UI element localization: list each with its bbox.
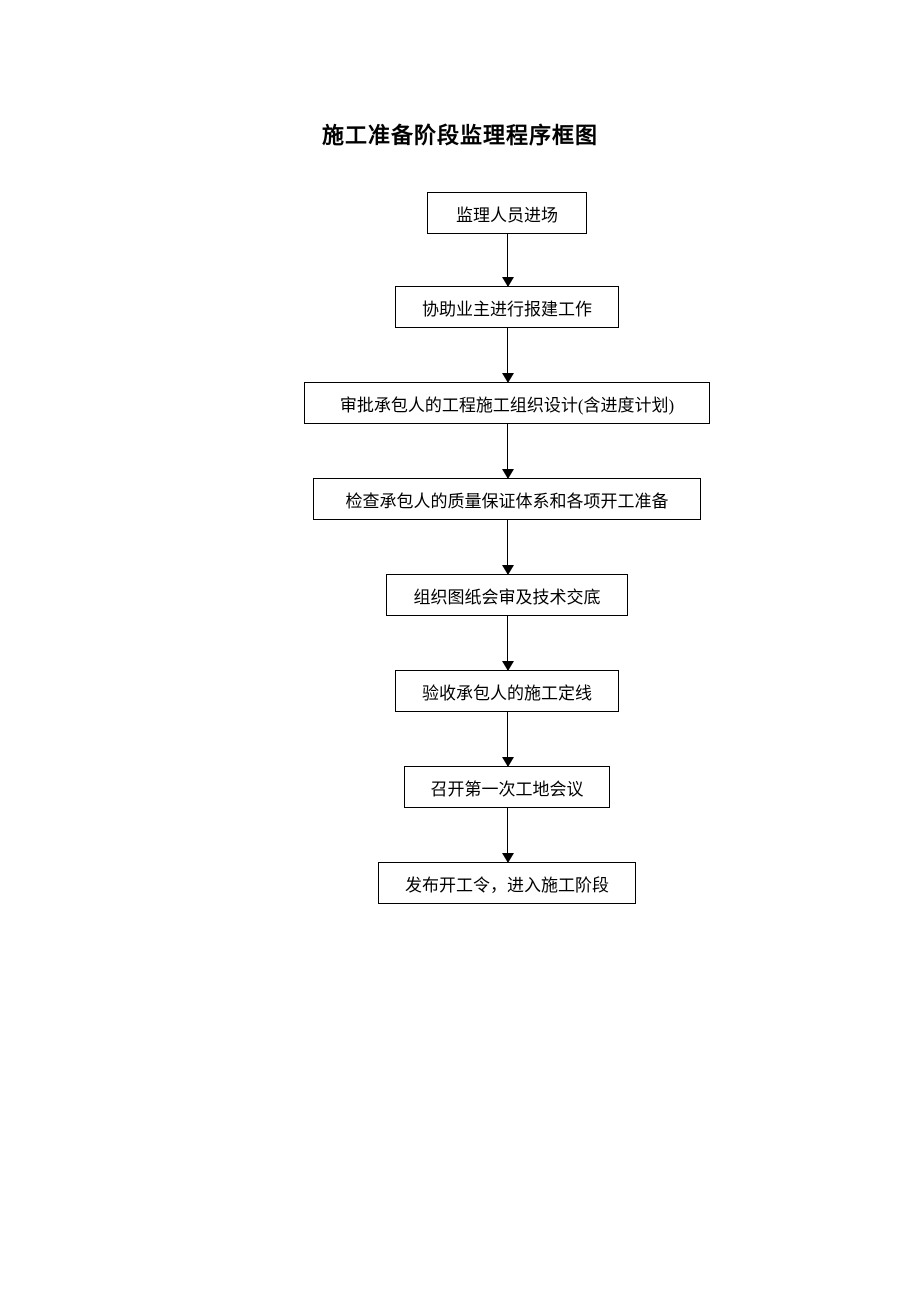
flowchart-node: 组织图纸会审及技术交底 <box>386 574 628 616</box>
flowchart-node: 验收承包人的施工定线 <box>395 670 619 712</box>
flowchart-node: 召开第一次工地会议 <box>404 766 610 808</box>
flowchart-arrow <box>507 424 508 478</box>
flowchart-node: 检查承包人的质量保证体系和各项开工准备 <box>313 478 701 520</box>
flowchart-node: 监理人员进场 <box>427 192 587 234</box>
flowchart-arrow <box>507 234 508 286</box>
flowchart-arrow <box>507 808 508 862</box>
page-title: 施工准备阶段监理程序框图 <box>0 118 920 150</box>
flowchart-arrow <box>507 328 508 382</box>
flowchart-arrow <box>507 520 508 574</box>
flowchart-node: 审批承包人的工程施工组织设计(含进度计划) <box>304 382 710 424</box>
flowchart-node: 发布开工令，进入施工阶段 <box>378 862 636 904</box>
flowchart-arrow <box>507 712 508 766</box>
flowchart-node: 协助业主进行报建工作 <box>395 286 619 328</box>
flowchart-arrow <box>507 616 508 670</box>
